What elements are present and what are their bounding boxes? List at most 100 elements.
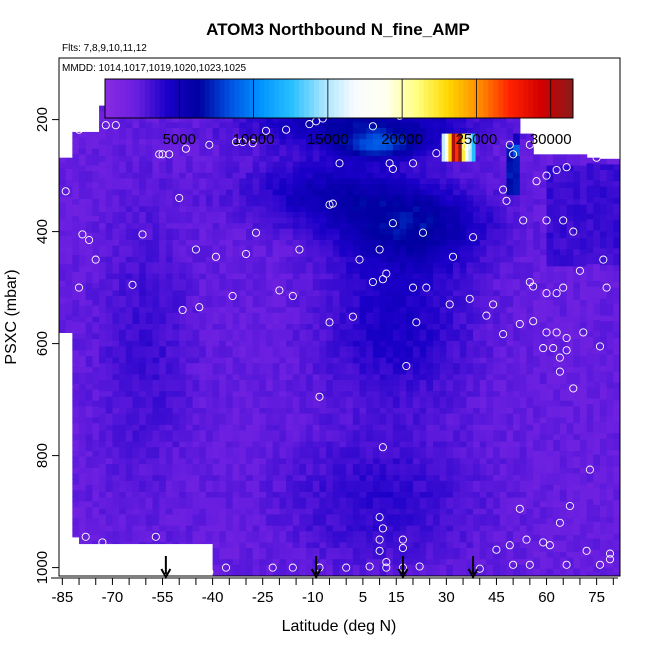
heatmap-cell bbox=[246, 469, 254, 476]
heatmap-cell bbox=[306, 296, 314, 303]
heatmap-cell bbox=[192, 245, 200, 252]
heatmap-cell bbox=[205, 133, 214, 140]
heatmap-cell bbox=[152, 290, 160, 297]
heatmap-cell bbox=[379, 150, 387, 157]
heatmap-cell bbox=[292, 553, 301, 560]
heatmap-cell bbox=[352, 184, 361, 191]
heatmap-cell bbox=[399, 234, 407, 241]
heatmap-cell bbox=[459, 122, 467, 129]
heatmap-cell bbox=[99, 240, 107, 247]
heatmap-cell bbox=[332, 514, 341, 521]
heatmap-cell bbox=[286, 352, 294, 359]
heatmap-cell bbox=[59, 174, 67, 181]
heatmap-cell bbox=[225, 436, 234, 443]
heatmap-cell bbox=[346, 217, 354, 224]
heatmap-cell bbox=[392, 240, 401, 247]
heatmap-cell bbox=[319, 413, 327, 420]
heatmap-cell bbox=[359, 385, 367, 392]
heatmap-cell bbox=[59, 264, 67, 271]
heatmap-cell bbox=[179, 290, 187, 297]
heatmap-cell bbox=[266, 486, 274, 493]
heatmap-cell bbox=[159, 256, 167, 263]
heatmap-cell bbox=[92, 479, 100, 486]
heatmap-cell bbox=[359, 475, 367, 482]
heatmap-cell bbox=[219, 486, 227, 493]
heatmap-cell bbox=[212, 492, 220, 499]
heatmap-cell bbox=[419, 570, 427, 576]
heatmap-cell bbox=[105, 424, 114, 431]
heatmap-cell bbox=[266, 217, 274, 224]
heatmap-cell bbox=[306, 441, 314, 448]
heatmap-cell bbox=[79, 529, 87, 536]
heatmap-cell bbox=[466, 122, 474, 129]
heatmap-cell bbox=[119, 441, 127, 448]
heatmap-cell bbox=[192, 240, 200, 247]
heatmap-cell bbox=[112, 189, 120, 196]
heatmap-cell bbox=[79, 428, 87, 435]
heatmap-cell bbox=[165, 525, 174, 532]
heatmap-cell bbox=[399, 385, 407, 392]
heatmap-cell bbox=[139, 480, 147, 487]
heatmap-cell bbox=[212, 497, 220, 504]
heatmap-cell bbox=[312, 531, 321, 538]
heatmap-cell bbox=[326, 206, 334, 213]
heatmap-cell bbox=[225, 268, 234, 275]
heatmap-cell bbox=[312, 195, 321, 202]
heatmap-cell bbox=[433, 413, 441, 420]
heatmap-cell bbox=[72, 339, 80, 346]
heatmap-cell bbox=[92, 299, 100, 307]
heatmap-cell bbox=[159, 279, 167, 286]
heatmap-cell bbox=[419, 447, 427, 454]
heatmap-cell bbox=[105, 340, 114, 347]
heatmap-cell bbox=[85, 232, 93, 239]
heatmap-cell bbox=[326, 486, 334, 493]
heatmap-cell bbox=[426, 200, 434, 207]
heatmap-cell bbox=[286, 441, 294, 448]
heatmap-cell bbox=[392, 368, 401, 375]
heatmap-cell bbox=[412, 144, 421, 151]
heatmap-cell bbox=[159, 284, 167, 291]
heatmap-cell bbox=[312, 128, 321, 135]
heatmap-cell bbox=[219, 380, 227, 387]
heatmap-cell bbox=[59, 252, 67, 260]
heatmap-cell bbox=[272, 380, 280, 387]
heatmap-cell bbox=[246, 492, 254, 499]
heatmap-cell bbox=[59, 208, 67, 215]
heatmap-cell bbox=[246, 290, 254, 297]
heatmap-cell bbox=[232, 262, 240, 269]
heatmap-cell bbox=[453, 469, 461, 476]
heatmap-cell bbox=[192, 486, 200, 493]
heatmap-cell bbox=[439, 245, 447, 252]
heatmap-cell bbox=[406, 452, 414, 459]
heatmap-cell bbox=[306, 184, 314, 191]
heatmap-cell bbox=[453, 228, 461, 235]
heatmap-cell bbox=[426, 374, 434, 381]
heatmap-cell bbox=[132, 335, 140, 342]
heatmap-cell bbox=[439, 452, 447, 459]
heatmap-cell bbox=[139, 497, 147, 504]
heatmap-cell bbox=[339, 195, 347, 202]
heatmap-cell bbox=[319, 536, 327, 543]
heatmap-cell bbox=[79, 266, 87, 273]
heatmap-cell bbox=[286, 212, 294, 219]
heatmap-cell bbox=[192, 189, 200, 196]
heatmap-cell bbox=[179, 144, 187, 151]
heatmap-cell bbox=[326, 346, 334, 353]
heatmap-cell bbox=[366, 419, 374, 426]
heatmap-cell bbox=[286, 184, 294, 191]
heatmap-cell bbox=[219, 324, 227, 331]
heatmap-cell bbox=[426, 436, 434, 443]
heatmap-cell bbox=[386, 156, 394, 163]
heatmap-cell bbox=[266, 307, 274, 314]
heatmap-cell bbox=[459, 531, 467, 538]
heatmap-cell bbox=[165, 133, 174, 140]
heatmap-cell bbox=[219, 430, 227, 437]
heatmap-cell bbox=[192, 150, 200, 157]
heatmap-cell bbox=[112, 469, 120, 476]
heatmap-cell bbox=[145, 296, 154, 303]
heatmap-cell bbox=[339, 284, 347, 291]
heatmap-cell bbox=[239, 212, 247, 219]
heatmap-cell bbox=[312, 200, 321, 207]
heatmap-cell bbox=[292, 346, 301, 353]
heatmap-cell bbox=[199, 447, 207, 454]
